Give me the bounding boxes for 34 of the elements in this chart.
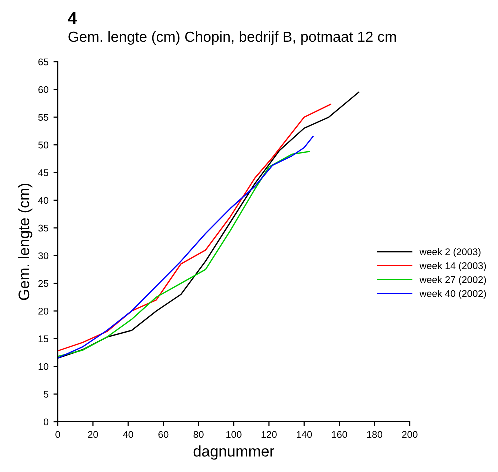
y-tick-label: 5	[44, 391, 49, 398]
x-tick-label: 40	[123, 431, 134, 438]
x-tick-label: 180	[367, 431, 383, 438]
y-tick-label: 55	[38, 114, 49, 122]
legend-label: week 2 (2003)	[420, 248, 481, 258]
y-tick-label: 10	[38, 363, 49, 370]
legend-label: week 14 (2003)	[420, 262, 486, 272]
y-tick-label: 25	[38, 280, 49, 288]
x-tick-label: 120	[262, 431, 277, 438]
x-axis-title: dagnummer	[194, 446, 275, 460]
y-tick-label: 15	[38, 336, 49, 343]
x-tick-label: 140	[297, 431, 312, 438]
y-tick-label: 35	[38, 224, 49, 232]
y-tick-label: 45	[38, 170, 49, 176]
x-tick-label: 20	[88, 431, 98, 438]
y-tick-label: 40	[38, 197, 49, 204]
y-tick-label: 50	[38, 142, 49, 149]
x-tick-label: 100	[226, 431, 242, 438]
y-tick-label: 60	[38, 86, 49, 94]
x-tick-label: 60	[158, 431, 169, 438]
text: 4	[68, 12, 78, 24]
x-tick-label: 80	[194, 431, 204, 438]
legend-label: week 40 (2002)	[420, 290, 486, 300]
x-tick-label: 200	[402, 431, 418, 438]
y-axis-title: Gem. lengte (cm)	[18, 184, 33, 300]
x-tick-label: 0	[56, 431, 60, 438]
chart-title: Gem. lengte (cm) Chopin, bedrijf B, potmaat 12 cm	[68, 31, 396, 46]
x-tick-label: 160	[332, 431, 348, 438]
y-tick-label: 0	[44, 418, 49, 426]
legend-label: week 27 (2002)	[420, 276, 486, 286]
y-tick-label: 30	[38, 252, 49, 260]
line-series	[58, 104, 332, 352]
y-tick-label: 20	[38, 308, 49, 315]
y-tick-label: 65	[38, 58, 49, 66]
